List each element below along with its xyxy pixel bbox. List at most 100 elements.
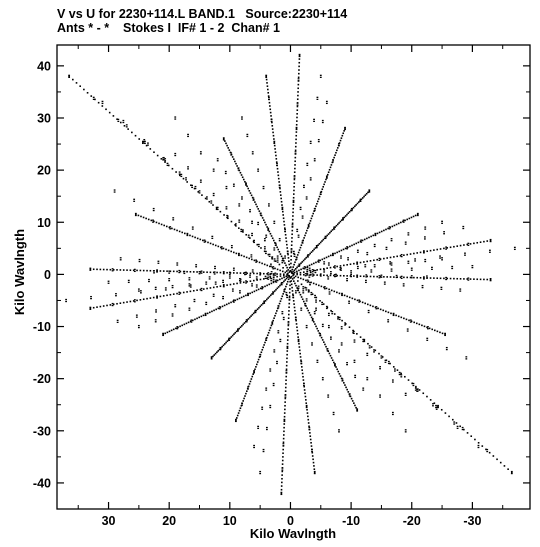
arm-point — [344, 247, 347, 250]
arm-point — [223, 214, 225, 216]
uv-point-conjugate — [277, 330, 280, 332]
arm-point — [156, 154, 159, 157]
uv-point — [222, 271, 225, 273]
arm-point — [194, 236, 196, 239]
arm-point-conjugate — [162, 333, 164, 336]
uv-point-conjugate — [272, 384, 275, 387]
uv-point-conjugate — [107, 280, 110, 282]
uv-point-conjugate — [154, 286, 157, 288]
arm-point — [256, 260, 258, 263]
uv-point — [270, 120, 273, 123]
arm-point-conjugate — [291, 286, 293, 289]
arm-point — [366, 260, 368, 263]
uv-point-conjugate — [379, 394, 381, 396]
uv-point-conjugate — [362, 340, 365, 343]
arm-point-conjugate — [479, 278, 482, 281]
arm-point — [327, 233, 330, 235]
uv-point-conjugate — [352, 330, 355, 333]
arm-point — [359, 240, 362, 243]
uv-point-conjugate — [311, 342, 313, 344]
arm-point-conjugate — [272, 281, 275, 284]
uv-point-conjugate — [245, 282, 247, 284]
uv-point-conjugate — [331, 313, 334, 315]
arm-point — [235, 162, 237, 165]
arm-point-conjugate — [379, 308, 382, 311]
uv-point — [301, 215, 304, 217]
arm-point-conjugate — [230, 336, 233, 338]
uv-point-conjugate — [297, 287, 300, 289]
uv-point — [344, 128, 346, 131]
uv-point-conjugate — [208, 278, 211, 280]
arm-point-conjugate — [272, 291, 275, 294]
arm-point — [329, 266, 332, 269]
uv-point-conjugate — [269, 404, 272, 407]
uv-point-conjugate — [402, 285, 405, 287]
uv-point-conjugate — [391, 381, 394, 383]
arm-point — [251, 258, 253, 261]
uv-point-conjugate — [321, 325, 324, 328]
arm-point-conjugate — [346, 275, 348, 277]
arm-point — [245, 233, 247, 236]
arm-point — [412, 215, 415, 218]
uv-point-conjugate — [421, 286, 424, 289]
arm-point-conjugate — [304, 395, 307, 398]
arm-point-conjugate — [439, 331, 441, 334]
uv-point-conjugate — [162, 334, 165, 337]
arm-point — [256, 243, 259, 246]
arm-point-conjugate — [259, 305, 262, 308]
arm-point-conjugate — [311, 293, 314, 295]
arm-point-conjugate — [265, 339, 267, 341]
arm-point — [253, 259, 256, 262]
arm-point — [383, 257, 385, 260]
uv-point — [389, 261, 392, 263]
uv-point — [441, 259, 443, 261]
arm-point-conjugate — [308, 290, 310, 292]
arm-point-conjugate — [246, 280, 248, 283]
uv-point — [225, 187, 228, 190]
x-tick-label: 10 — [223, 514, 237, 528]
arm-point — [285, 270, 288, 272]
arm-point — [293, 178, 296, 181]
uv-point — [187, 166, 189, 168]
uv-point — [225, 185, 228, 188]
uv-point-conjugate — [344, 324, 346, 326]
arm-point-conjugate — [132, 300, 135, 302]
uv-point-conjugate — [270, 278, 273, 280]
arm-point-conjugate — [283, 274, 285, 277]
arm-point — [283, 273, 285, 276]
arm-point — [297, 94, 299, 97]
uv-point-conjugate — [316, 359, 319, 361]
uv-point — [172, 219, 175, 221]
arm-point-conjugate — [338, 292, 341, 295]
arm-point-conjugate — [459, 425, 461, 428]
uv-point — [319, 76, 322, 78]
arm-point-conjugate — [341, 293, 343, 296]
arm-point — [226, 271, 228, 274]
arm-point-conjugate — [281, 463, 284, 465]
uv-point-conjugate — [327, 312, 330, 315]
uv-point — [200, 272, 203, 274]
uv-point — [178, 173, 181, 175]
arm-point-conjugate — [304, 302, 306, 305]
arm-point — [324, 181, 326, 183]
uv-point-conjugate — [190, 319, 193, 321]
uv-point-conjugate — [237, 328, 239, 330]
arm-point — [313, 210, 315, 212]
uv-point — [147, 142, 149, 144]
arm-point — [105, 108, 107, 111]
arm-point — [282, 217, 285, 220]
uv-point — [191, 226, 194, 228]
uv-point — [203, 239, 206, 241]
arm-point-conjugate — [476, 278, 479, 281]
uv-point — [271, 256, 274, 258]
uv-point-conjugate — [188, 283, 191, 285]
uv-point — [232, 269, 235, 271]
uv-point — [257, 168, 260, 170]
arm-point-conjugate — [446, 277, 449, 280]
arm-point-conjugate — [314, 323, 316, 325]
uv-point — [290, 250, 293, 252]
uv-point — [389, 263, 392, 265]
arm-point — [355, 204, 357, 206]
arm-point-conjugate — [294, 313, 297, 315]
arm-point-conjugate — [267, 331, 270, 334]
